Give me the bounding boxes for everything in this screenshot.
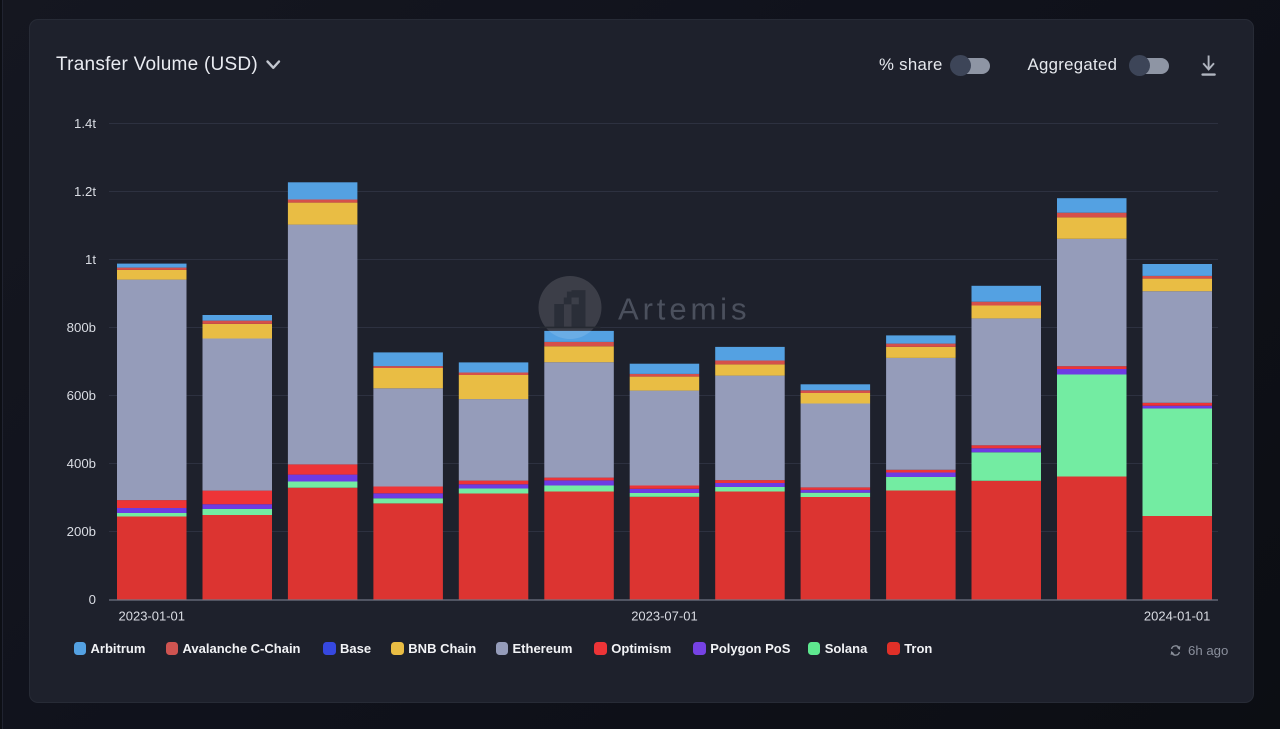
- svg-text:200b: 200b: [67, 524, 96, 539]
- svg-text:2024-01-01: 2024-01-01: [1144, 609, 1211, 624]
- svg-text:1.4t: 1.4t: [74, 116, 96, 131]
- svg-text:400b: 400b: [67, 456, 96, 471]
- svg-text:2023-07-01: 2023-07-01: [631, 609, 698, 624]
- svg-text:800b: 800b: [67, 320, 96, 335]
- svg-text:600b: 600b: [67, 388, 96, 403]
- svg-text:1t: 1t: [85, 252, 96, 267]
- svg-text:Artemis: Artemis: [618, 292, 750, 327]
- svg-text:1.2t: 1.2t: [74, 184, 96, 199]
- svg-text:0: 0: [89, 592, 96, 607]
- svg-text:2023-01-01: 2023-01-01: [119, 609, 186, 624]
